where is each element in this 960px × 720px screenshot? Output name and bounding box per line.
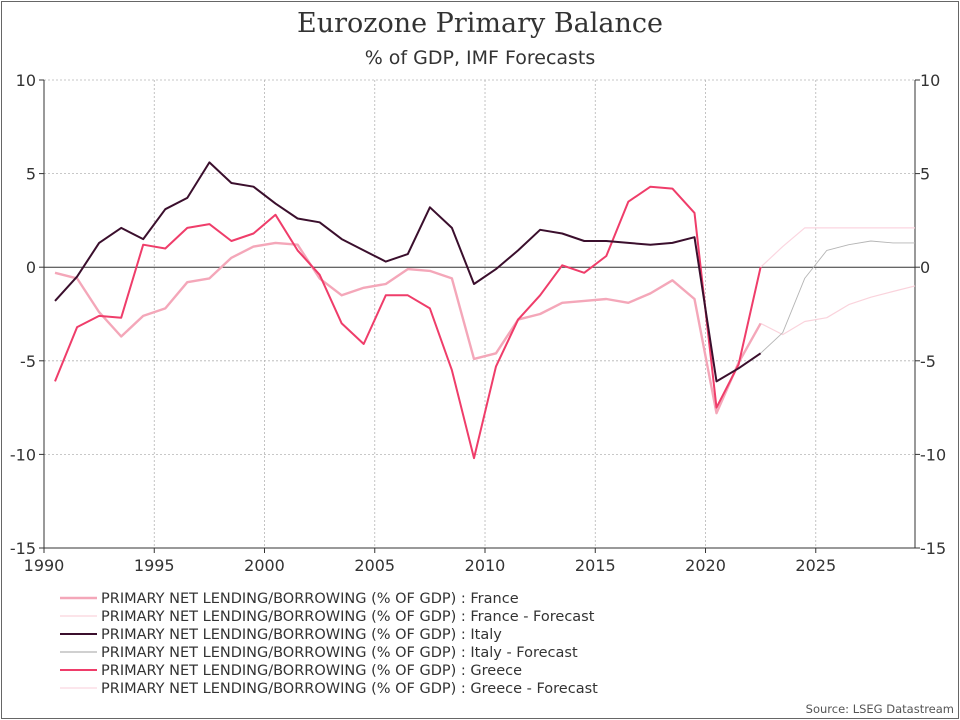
y-tick-label-left: 5 bbox=[26, 165, 36, 184]
x-tick-label: 2000 bbox=[244, 556, 285, 575]
series-line-france bbox=[54, 241, 762, 415]
y-tick-label-right: -10 bbox=[920, 445, 946, 464]
source-note: Source: LSEG Datastream bbox=[806, 702, 954, 716]
x-tick-label: 1995 bbox=[134, 556, 175, 575]
legend: PRIMARY NET LENDING/BORROWING (% OF GDP)… bbox=[60, 591, 598, 697]
series-line-france-forecast bbox=[760, 285, 916, 336]
chart-subtitle: % of GDP, IMF Forecasts bbox=[365, 47, 596, 69]
y-tick-label-right: 0 bbox=[920, 258, 930, 277]
y-tick-label-left: -5 bbox=[20, 352, 36, 371]
x-tick-label: 2020 bbox=[685, 556, 726, 575]
legend-label-italy-forecast: PRIMARY NET LENDING/BORROWING (% OF GDP)… bbox=[101, 645, 578, 661]
series-lines bbox=[54, 161, 916, 460]
x-tick-label: 2005 bbox=[354, 556, 395, 575]
legend-label-italy: PRIMARY NET LENDING/BORROWING (% OF GDP)… bbox=[101, 627, 502, 643]
legend-label-france-forecast: PRIMARY NET LENDING/BORROWING (% OF GDP)… bbox=[101, 609, 595, 625]
series-line-italy bbox=[54, 161, 762, 383]
y-tick-label-right: -5 bbox=[920, 352, 936, 371]
legend-label-france: PRIMARY NET LENDING/BORROWING (% OF GDP)… bbox=[101, 591, 519, 607]
y-tick-label-left: -15 bbox=[10, 539, 36, 558]
y-tick-label-left: -10 bbox=[10, 445, 36, 464]
series-line-greece bbox=[54, 185, 762, 460]
x-tick-label: 2025 bbox=[795, 556, 836, 575]
chart-title: Eurozone Primary Balance bbox=[297, 8, 663, 39]
y-tick-label-left: 0 bbox=[26, 258, 36, 277]
y-tick-label-right: 5 bbox=[920, 165, 930, 184]
y-tick-label-left: 10 bbox=[16, 71, 36, 90]
x-tick-label: 2015 bbox=[575, 556, 616, 575]
y-tick-label-right: -15 bbox=[920, 539, 946, 558]
series-line-greece-forecast bbox=[760, 227, 915, 268]
legend-label-greece: PRIMARY NET LENDING/BORROWING (% OF GDP)… bbox=[101, 663, 522, 679]
legend-label-greece-forecast: PRIMARY NET LENDING/BORROWING (% OF GDP)… bbox=[101, 681, 598, 697]
x-tick-label: 1990 bbox=[24, 556, 65, 575]
series-line-italy-forecast bbox=[760, 240, 915, 354]
grid bbox=[43, 79, 915, 549]
x-tick-label: 2010 bbox=[465, 556, 506, 575]
y-tick-label-right: 10 bbox=[920, 71, 940, 90]
